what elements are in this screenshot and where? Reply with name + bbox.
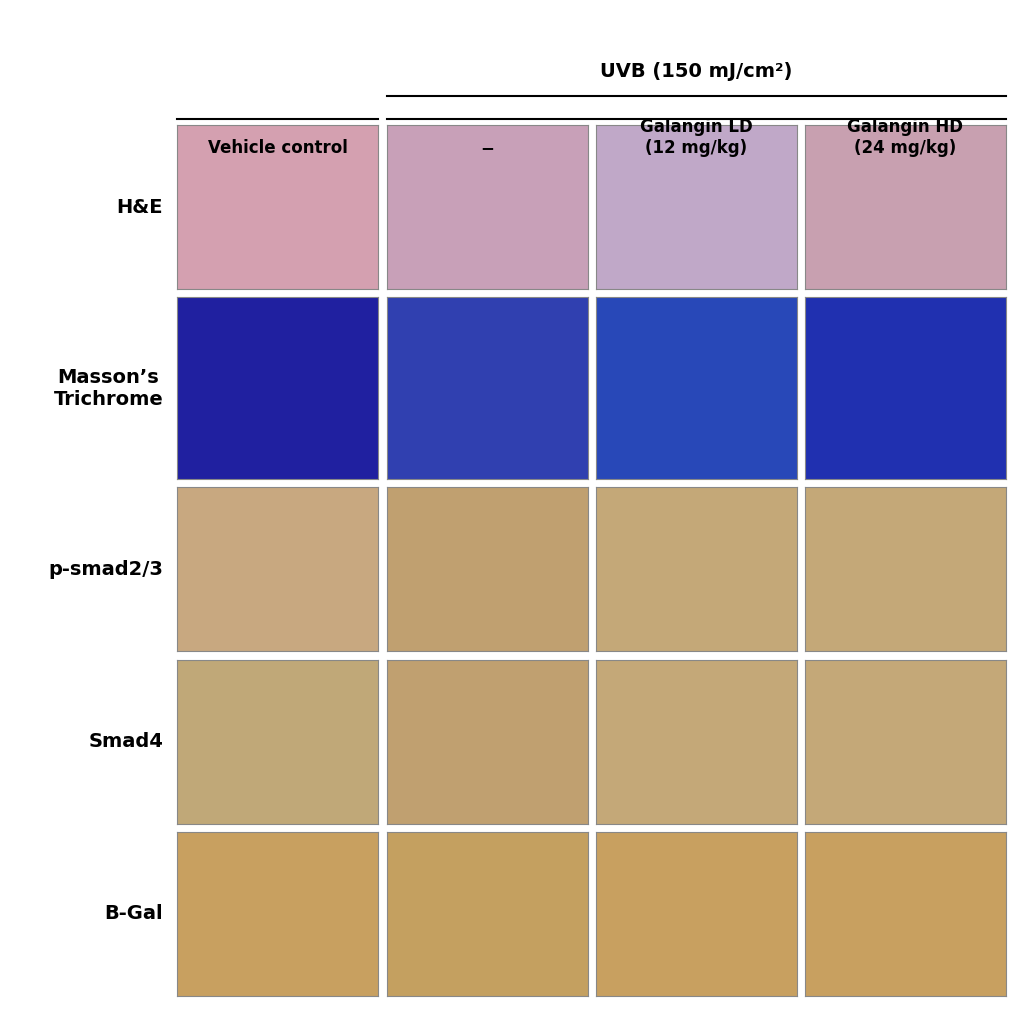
Text: Galangin HD
(24 mg/kg): Galangin HD (24 mg/kg) bbox=[847, 118, 962, 157]
Text: H&E: H&E bbox=[116, 198, 163, 217]
Text: Smad4: Smad4 bbox=[89, 732, 163, 751]
Text: −: − bbox=[480, 138, 493, 157]
Text: Vehicle control: Vehicle control bbox=[208, 138, 347, 157]
Text: UVB (150 mJ/cm²): UVB (150 mJ/cm²) bbox=[599, 62, 792, 81]
Text: Masson’s
Trichrome: Masson’s Trichrome bbox=[53, 368, 163, 409]
Text: Galangin LD
(12 mg/kg): Galangin LD (12 mg/kg) bbox=[639, 118, 752, 157]
Text: B-Gal: B-Gal bbox=[105, 904, 163, 923]
Text: p-smad2/3: p-smad2/3 bbox=[48, 560, 163, 579]
